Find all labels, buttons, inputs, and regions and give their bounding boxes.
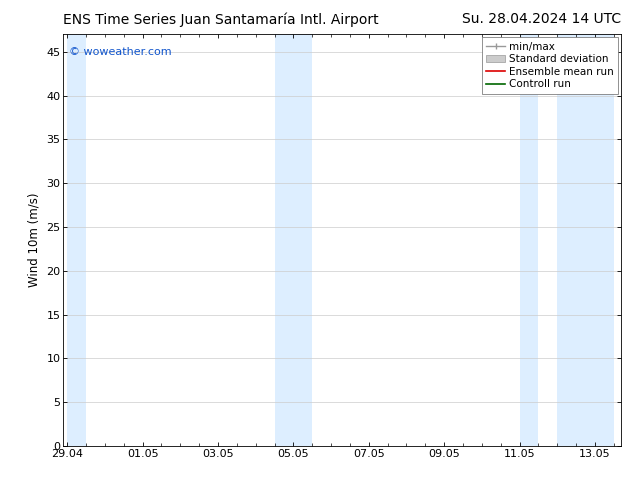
Y-axis label: Wind 10m (m/s): Wind 10m (m/s) xyxy=(28,193,41,287)
Text: Su. 28.04.2024 14 UTC: Su. 28.04.2024 14 UTC xyxy=(462,12,621,26)
Text: ENS Time Series Juan Santamaría Intl. Airport: ENS Time Series Juan Santamaría Intl. Ai… xyxy=(63,12,379,27)
Bar xyxy=(519,34,538,446)
Bar xyxy=(557,34,614,446)
Legend: min/max, Standard deviation, Ensemble mean run, Controll run: min/max, Standard deviation, Ensemble me… xyxy=(482,37,618,94)
Bar xyxy=(275,34,312,446)
Text: © woweather.com: © woweather.com xyxy=(69,47,172,57)
Bar xyxy=(67,34,86,446)
